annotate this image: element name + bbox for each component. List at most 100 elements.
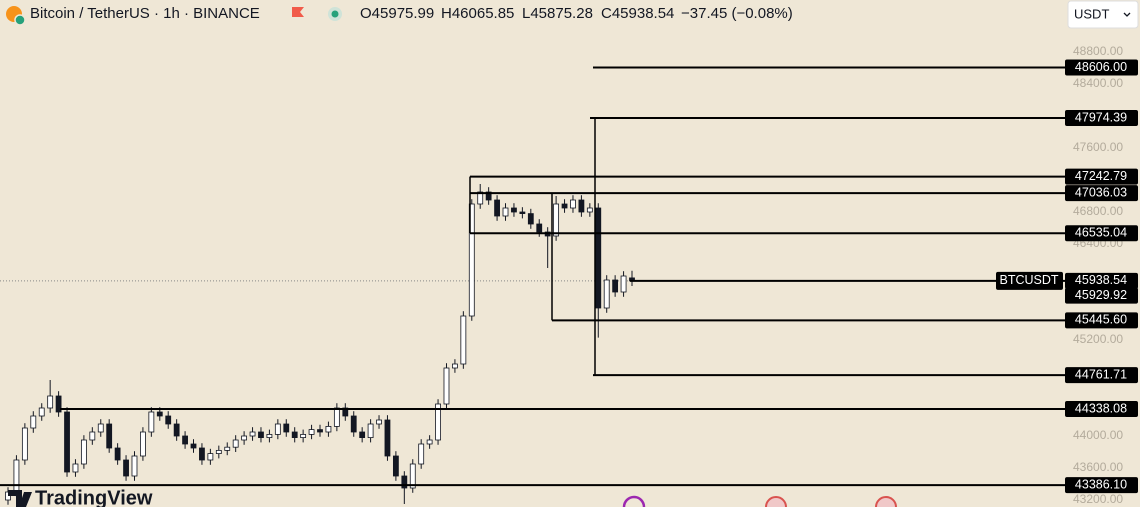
symbol-title[interactable]: Bitcoin / TetherUS · 1h · BINANCE: [30, 5, 260, 22]
candle-body: [603, 279, 610, 309]
ohlc-value: H46065.85: [441, 5, 514, 22]
currency-select[interactable]: [1067, 0, 1139, 29]
level-label: 47974.39: [1075, 110, 1127, 124]
status-dot: [331, 10, 339, 18]
y-tick-label: 45200.00: [1073, 332, 1123, 346]
candle-body: [21, 427, 28, 461]
level-label: 47242.79: [1075, 169, 1127, 183]
candle-body: [274, 423, 281, 435]
candle-body: [258, 431, 264, 438]
y-tick-label: 43200.00: [1073, 492, 1123, 506]
candle-body: [561, 203, 568, 209]
candle-body: [595, 207, 602, 309]
ohlc-header: O45975.99 H46065.85 L45875.28 C45938.54 −37.…: [360, 5, 793, 22]
candle-body: [173, 423, 180, 437]
level-label: 44761.71: [1075, 367, 1127, 381]
level-label: 43386.10: [1075, 477, 1127, 491]
candle-body: [426, 439, 433, 445]
symbol-tag-box: [996, 271, 1063, 290]
tv-logo: TradingView: [8, 487, 153, 507]
candle-body: [553, 203, 560, 237]
candle-body: [409, 463, 416, 489]
drawing-icon[interactable]: [622, 495, 646, 507]
candle-body: [527, 213, 534, 225]
level-label-box: [1065, 168, 1138, 185]
candle-body: [308, 429, 315, 435]
level-label-box: [1065, 367, 1138, 384]
candle-body: [494, 199, 500, 217]
candle-body: [401, 475, 408, 489]
y-tick-label: 44000.00: [1073, 428, 1123, 442]
candle-body: [333, 407, 340, 427]
candle-body: [443, 367, 450, 405]
candle-body: [519, 211, 526, 215]
candle-body: [156, 411, 163, 417]
candle-body: [300, 433, 307, 438]
candle-body: [578, 199, 585, 213]
candle-body: [435, 403, 441, 441]
level-label-box: [1065, 225, 1138, 242]
level-label: 46535.04: [1075, 225, 1127, 239]
candle-body: [485, 191, 492, 201]
y-tick-label: 48800.00: [1073, 44, 1123, 58]
y-tick-label: 48400.00: [1073, 76, 1123, 90]
tether-icon: [14, 14, 26, 26]
candle-body: [47, 395, 54, 409]
candle-body: [140, 431, 146, 457]
currency-label[interactable]: USDT: [1074, 6, 1109, 21]
level-label: 45445.60: [1075, 313, 1127, 327]
event-icon[interactable]: [765, 496, 787, 507]
candle-body: [612, 279, 619, 293]
level-label-box: [1065, 110, 1138, 127]
candle-body: [148, 411, 155, 433]
candle-body: [266, 433, 273, 438]
candle-body: [536, 223, 543, 233]
candle-body: [418, 443, 425, 465]
y-tick-label: 46800.00: [1073, 204, 1123, 218]
candle-body: [460, 315, 467, 365]
candle-body: [72, 463, 79, 473]
level-label: 47036.03: [1075, 185, 1127, 199]
candle-body: [207, 453, 214, 461]
candle-body: [367, 423, 374, 439]
level-label: 45938.54: [1075, 273, 1127, 287]
candle-body: [620, 275, 627, 293]
candle-body: [452, 363, 458, 369]
level-label-box: [1065, 477, 1138, 494]
candle-body: [97, 423, 104, 433]
y-tick-label: 47600.00: [1073, 140, 1123, 154]
flag-icon[interactable]: [292, 7, 304, 17]
level-label-box: [1065, 272, 1138, 289]
watermark: TradingView: [35, 487, 153, 507]
candle-body: [477, 191, 484, 205]
candle-body: [468, 203, 475, 317]
level-label-box: [1065, 185, 1138, 202]
level-label-box: [1065, 400, 1138, 417]
candle-body: [13, 459, 20, 493]
candle-body: [190, 443, 197, 449]
candle-body: [232, 439, 239, 448]
dropdown-arrow[interactable]: [1123, 12, 1131, 17]
candle-body: [384, 419, 391, 457]
candle-body: [215, 449, 222, 454]
ohlc-value: O45975.99: [360, 5, 434, 22]
candle-body: [502, 207, 509, 217]
candle-body: [511, 207, 517, 213]
ohlc-value: −37.45 (−0.08%): [681, 5, 793, 22]
event-icon[interactable]: [875, 496, 897, 507]
level-label: 48606.00: [1075, 60, 1127, 74]
candle-body: [392, 455, 399, 477]
ohlc-value: C45938.54: [601, 5, 674, 22]
candle-body: [359, 431, 366, 438]
ohlc-value: L45875.28: [522, 5, 593, 22]
candle-body: [30, 415, 37, 429]
candle-body: [123, 459, 129, 477]
candle-body: [114, 447, 121, 461]
candle-body: [291, 431, 298, 438]
candle-body: [586, 207, 593, 213]
price-label: 45929.92: [1075, 288, 1127, 302]
candle-body: [64, 411, 70, 473]
candle-body: [131, 455, 138, 477]
candle-body: [249, 431, 256, 437]
